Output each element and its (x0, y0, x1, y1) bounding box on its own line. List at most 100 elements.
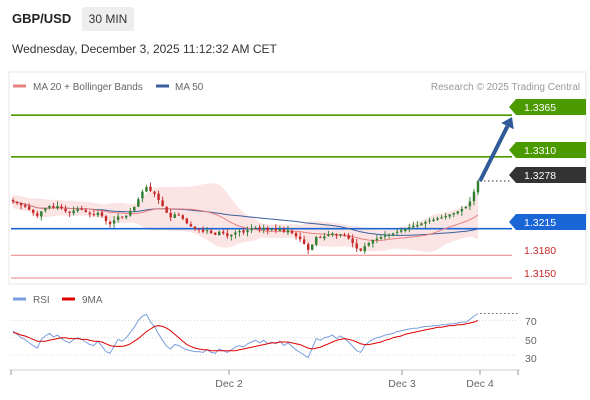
candle-body (141, 191, 144, 199)
candle-body (327, 234, 330, 237)
datetime-label: Wednesday, December 3, 2025 11:12:32 AM … (12, 42, 277, 56)
candle-body (149, 186, 152, 191)
candle-body (27, 206, 31, 210)
rsi-tick-70: 70 (525, 316, 537, 328)
rsi-grid (11, 319, 518, 356)
bollinger-band (13, 183, 478, 252)
candle-body (359, 248, 362, 251)
candle-body (153, 191, 156, 194)
rsi-line (12, 313, 479, 359)
candle-body (129, 211, 132, 216)
candle-body (52, 205, 55, 208)
candle-body (266, 227, 269, 231)
candle-body (290, 230, 294, 234)
level-tag-r1 (516, 142, 586, 158)
candle-body (213, 232, 217, 235)
candle-body (185, 218, 189, 224)
level-label-s1: 1.3180 (524, 245, 556, 257)
x-tick-label-dec2: Dec 2 (215, 378, 243, 390)
candle-body (355, 243, 358, 249)
level-tag-r2 (516, 99, 586, 115)
candle-body (282, 229, 286, 232)
candle-body (84, 210, 87, 213)
level-label-r2: 1.3365 (524, 102, 556, 114)
rsi-lines (12, 312, 518, 359)
candle-body (125, 215, 128, 218)
moving-averages (12, 201, 479, 242)
level-tag-r2-point (509, 99, 516, 115)
candle-body (448, 214, 451, 217)
candle-body (242, 230, 245, 233)
candle-body (391, 233, 395, 235)
price-panel (8, 71, 587, 285)
candle-body (404, 228, 407, 231)
symbol-title: GBP/USD (12, 11, 71, 26)
level-tag-pivot-point (509, 214, 516, 230)
candle-body (11, 199, 15, 202)
level-label-last: 1.3278 (524, 170, 556, 182)
candle-body (15, 202, 19, 204)
candle-body (311, 244, 314, 250)
arrow-shaft (478, 125, 510, 182)
candle-body (472, 191, 476, 202)
candle-body (238, 230, 241, 233)
rsi-ma9-line (12, 319, 479, 352)
candle-body (412, 225, 415, 228)
candle-body (294, 233, 298, 237)
candle-body (343, 234, 346, 236)
candle-body (424, 221, 427, 224)
candle-body (302, 239, 306, 244)
candle-body (387, 234, 391, 236)
candle-body (36, 213, 39, 216)
candle-body (19, 202, 23, 206)
candle-body (375, 238, 379, 240)
rsi-tick-50: 50 (525, 335, 537, 347)
level-label-s2: 1.3150 (524, 268, 556, 280)
level-tag-r1-point (509, 142, 516, 158)
legend-rsi-label: RSI (33, 295, 50, 306)
candle-body (218, 231, 221, 236)
bollinger-fill (13, 183, 478, 252)
legend-ma20-label: MA 20 + Bollinger Bands (33, 82, 143, 93)
candle-body (436, 218, 439, 220)
candle-body (197, 228, 201, 230)
candle-body (165, 206, 168, 213)
candle-body (120, 216, 124, 218)
level-label-r1: 1.3310 (524, 145, 556, 157)
candle-body (88, 212, 92, 215)
candle-body (464, 206, 468, 209)
candle-body (137, 199, 140, 207)
candle-body (270, 228, 273, 230)
candle-body (40, 211, 43, 217)
candle-body (64, 208, 67, 212)
candle-body (298, 236, 302, 240)
candle-body (363, 246, 366, 252)
candle-body (189, 224, 193, 227)
candle-body (181, 215, 185, 219)
candle-body (258, 227, 261, 230)
level-labels: 1.3365 1.3310 1.3278 1.3215 1.3180 1.315… (509, 99, 586, 280)
candle-body (92, 214, 96, 216)
candle-body (416, 224, 419, 227)
candle-body (254, 227, 257, 229)
candle-body (262, 227, 265, 230)
candle-body (177, 214, 180, 216)
candle-body (319, 237, 322, 239)
candle-body (476, 181, 480, 193)
candle-body (60, 206, 63, 209)
candle-body (48, 206, 51, 208)
candle-body (274, 228, 278, 231)
candlesticks (11, 179, 480, 254)
candle-body (116, 216, 120, 220)
x-tick-label-dec3: Dec 3 (388, 378, 416, 390)
candle-body (161, 200, 164, 207)
candle-body (399, 230, 403, 232)
candle-body (395, 231, 399, 233)
candle-body (420, 223, 423, 226)
candle-body (44, 208, 47, 211)
timeframe-label: 30 MIN (89, 12, 128, 26)
candle-body (226, 233, 229, 237)
candle-body (351, 238, 354, 244)
candle-body (315, 237, 318, 245)
candle-body (432, 219, 435, 222)
